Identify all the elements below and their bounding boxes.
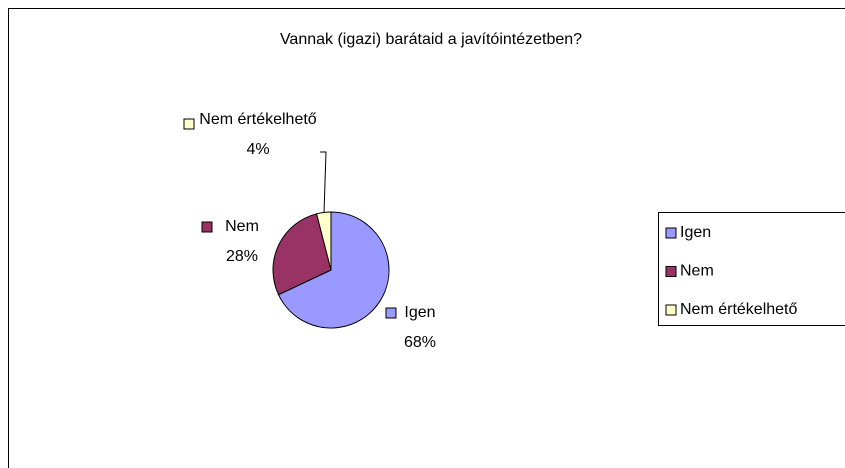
label-key [183,118,195,130]
data-label: Nem értékelhető 4% [198,105,318,165]
legend-label: Nem értékelhető [680,301,797,318]
pie-slice [277,211,390,329]
label-value: 28% [225,248,259,265]
legend-box [658,212,845,326]
label-value: 68% [403,334,437,351]
data-label: Nem 28% [202,212,282,272]
legend-key [665,266,677,277]
label-key [201,221,213,233]
chart-title: Vannak (igazi) barátaid a javítóintézetb… [280,31,582,48]
pie-slice [272,213,332,296]
label-category: Nem [225,218,259,235]
legend-key [665,227,677,239]
label-value: 4% [246,141,270,158]
leader-line [320,151,327,214]
label-category: Nem értékelhető [199,111,317,128]
label-key [385,307,397,319]
pie-slice [315,211,332,271]
legend-label: Igen [680,224,711,241]
label-category: Igen [404,304,436,321]
legend-key [665,304,677,316]
data-label: Igen 68% [380,298,460,358]
legend-label: Nem [680,263,714,280]
